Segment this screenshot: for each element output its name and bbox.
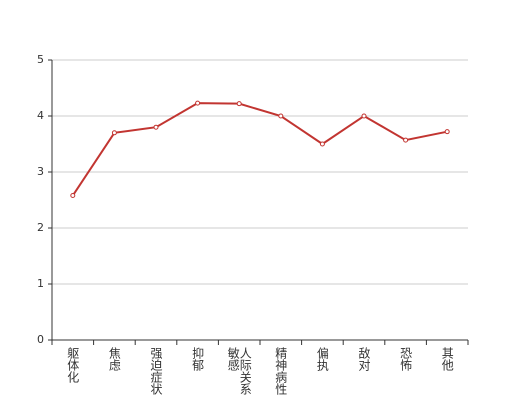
point (403, 137, 409, 143)
y-tick-label: 5 (37, 53, 44, 66)
x-tick-label: 抑郁 (190, 347, 205, 371)
x-tick-label: 强迫症状 (149, 347, 163, 395)
point (278, 113, 284, 119)
y-tick-label: 4 (37, 109, 44, 122)
point (444, 129, 450, 135)
y-tick-label: 3 (37, 165, 44, 178)
point (70, 193, 76, 199)
x-tick-label: 人际关系敏感 (226, 347, 253, 395)
x-tick-label: 偏执 (315, 347, 330, 371)
x-tick-label: 敌对 (357, 347, 371, 371)
point (195, 100, 201, 106)
point (319, 141, 325, 147)
y-tick-label: 0 (37, 333, 44, 346)
line (71, 102, 448, 197)
point (111, 130, 117, 136)
x-tick-label: 恐怖 (398, 347, 413, 371)
point (361, 113, 367, 119)
y-tick-label: 2 (37, 221, 44, 234)
x-tick-label: 其他 (440, 347, 455, 371)
y-tick-label: 1 (37, 277, 44, 290)
point (153, 124, 159, 130)
x-tick-label: 躯体化 (65, 347, 80, 383)
point (236, 101, 242, 107)
x-tick-label: 焦虑 (107, 347, 122, 371)
x-tick-label: 精神病性 (273, 347, 288, 395)
